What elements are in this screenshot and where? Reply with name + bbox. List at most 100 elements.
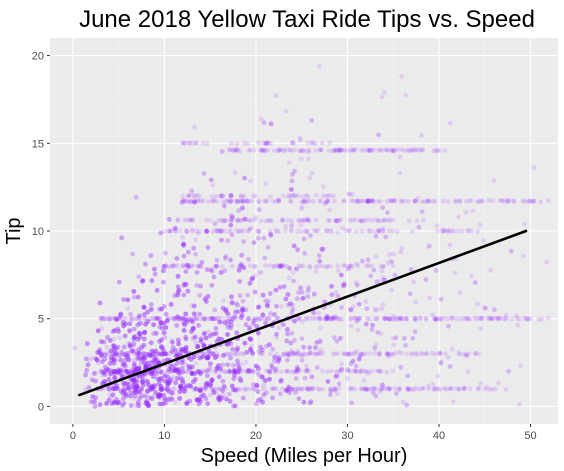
scatter-point [229,140,234,146]
scatter-point [96,349,102,355]
scatter-point [161,304,167,309]
scatter-point [102,372,108,377]
scatter-point [299,204,305,210]
scatter-point [116,329,121,334]
scatter-point [293,376,299,381]
scatter-point [175,284,181,290]
scatter-point [131,348,137,354]
scatter-point [124,369,130,374]
scatter-point [142,312,147,317]
scatter-point [111,343,117,349]
scatter-point [151,322,157,328]
scatter-point [134,384,140,389]
scatter-point [192,303,197,309]
scatter-point [115,370,121,375]
scatter-point [136,355,142,361]
scatter-point [216,336,222,342]
scatter-point [503,386,509,392]
scatter-point [162,373,168,379]
scatter-point [175,273,181,279]
scatter-point [239,312,245,318]
scatter-point [134,366,140,372]
scatter-point [247,263,253,269]
scatter-point [176,287,182,293]
scatter-point [420,385,426,391]
scatter-point [120,402,125,408]
scatter-point [109,355,114,361]
scatter-point [119,349,124,355]
scatter-point [404,351,409,357]
scatter-point [173,353,179,359]
scatter-point [130,377,136,383]
scatter-point [190,326,196,332]
scatter-point [124,381,129,386]
scatter-point [327,207,332,213]
scatter-point [149,278,155,283]
scatter-point [488,267,494,273]
scatter-point [449,228,455,234]
scatter-point [203,335,209,341]
scatter-point [285,387,291,393]
scatter-point [135,352,141,358]
scatter-point [175,273,181,279]
scatter-point [134,384,140,390]
scatter-point [373,393,379,399]
scatter-point [133,351,139,357]
scatter-point [218,366,224,372]
scatter-point [261,392,267,398]
scatter-point [186,264,192,270]
scatter-point [124,369,130,374]
scatter-point [399,199,405,204]
scatter-point [142,359,147,365]
scatter-point [398,364,404,370]
scatter-point [181,321,187,326]
scatter-point [306,156,311,162]
scatter-point [114,386,119,391]
scatter-point [137,396,142,401]
scatter-point [137,389,143,395]
scatter-point [162,351,168,357]
scatter-point [147,352,153,358]
scatter-point [124,369,130,374]
scatter-point [114,369,120,375]
scatter-point [133,368,139,374]
scatter-point [161,358,167,364]
scatter-point [365,147,371,153]
scatter-point [90,394,96,399]
scatter-point [92,399,97,405]
scatter-point [285,327,290,332]
scatter-point [227,369,233,375]
scatter-point [145,309,151,315]
scatter-point [114,386,119,391]
scatter-point [526,198,532,204]
scatter-point [101,370,107,375]
scatter-point [125,351,131,356]
scatter-point [176,368,182,374]
scatter-point [93,356,99,361]
scatter-point [204,355,210,361]
scatter-point [184,319,190,325]
scatter-point [302,218,308,224]
scatter-point [131,382,137,388]
scatter-point [216,396,221,401]
scatter-point [220,199,226,204]
scatter-point [242,175,248,181]
scatter-point [106,367,111,373]
scatter-point [285,292,291,297]
scatter-point [142,330,147,336]
scatter-point [342,282,347,288]
scatter-point [172,368,178,373]
scatter-point [162,378,168,384]
scatter-point [145,400,151,406]
scatter-point [147,352,153,358]
scatter-point [146,403,151,408]
scatter-point [158,386,164,392]
scatter-point [207,333,213,339]
scatter-point [133,386,138,392]
scatter-point [142,359,147,365]
scatter-point [113,351,119,357]
scatter-point [363,351,368,357]
scatter-point [293,368,299,374]
scatter-point [217,397,223,403]
scatter-point [164,318,170,324]
